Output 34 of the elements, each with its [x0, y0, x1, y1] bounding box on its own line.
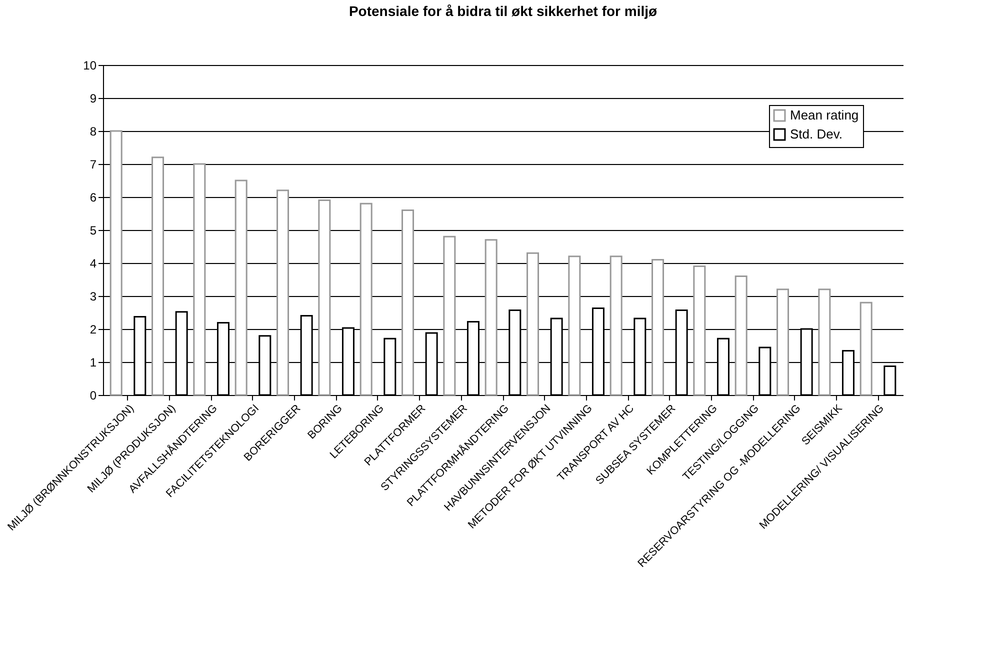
bar [734, 275, 748, 396]
legend-label: Std. Dev. [790, 126, 843, 142]
bar [360, 202, 372, 396]
legend-label: Mean rating [790, 108, 859, 122]
y-tick-label: 10 [83, 58, 97, 72]
y-tick-label: 0 [90, 388, 97, 402]
bar [652, 258, 664, 396]
chart-title: Potensiale for å bidra til økt sikkerhet for miljø [348, 3, 658, 19]
y-tick-label: 1 [90, 356, 97, 370]
bar [318, 200, 331, 396]
bar [818, 288, 831, 396]
bar [693, 266, 706, 396]
bar [568, 256, 581, 396]
bar [884, 366, 896, 396]
y-tick-label: 2 [90, 322, 97, 336]
y-tick-label: 4 [90, 256, 97, 270]
bar [152, 156, 164, 396]
bar [526, 252, 540, 396]
bar [402, 209, 414, 396]
bar [443, 236, 456, 396]
bar [860, 302, 872, 396]
bar [776, 288, 790, 396]
y-tick-label: 3 [90, 290, 97, 304]
bar [193, 163, 206, 396]
bar [610, 256, 622, 396]
y-tick-label: 8 [90, 124, 97, 138]
bar [110, 130, 122, 396]
bar [484, 239, 498, 396]
bar [276, 190, 290, 396]
bar [234, 180, 248, 396]
y-tick-label: 7 [90, 158, 97, 172]
y-tick-label: 5 [90, 224, 97, 238]
y-tick-label: 9 [90, 92, 97, 106]
y-tick-label: 6 [90, 190, 97, 204]
